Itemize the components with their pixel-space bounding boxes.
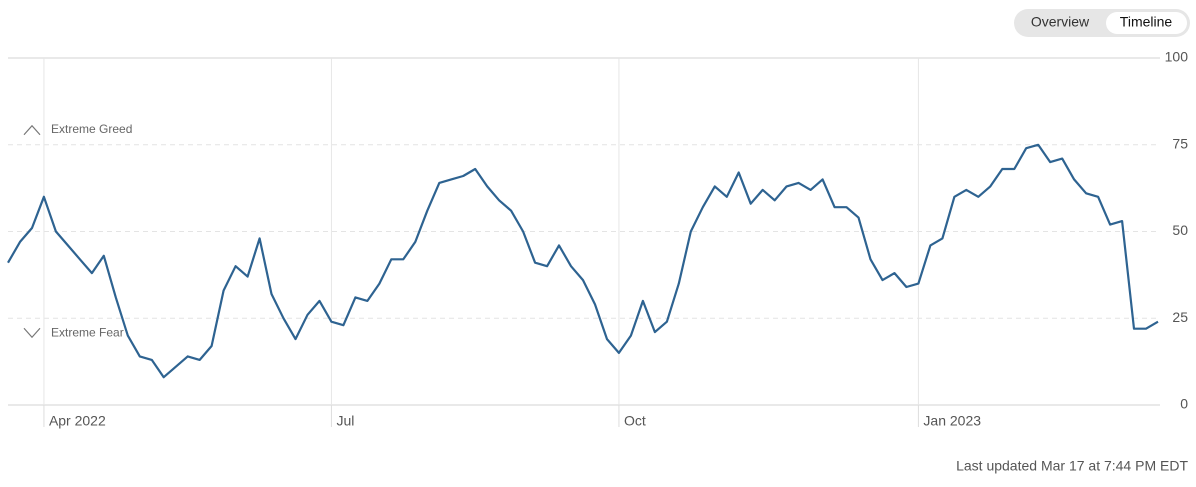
y-tick-label: 75 — [1172, 135, 1188, 151]
footer: Last updated Mar 17 at 7:44 PM EDT — [956, 458, 1188, 474]
tab[interactable]: Timeline — [1120, 14, 1173, 30]
annotation: Extreme Fear — [51, 325, 124, 339]
tab-active-bg — [1106, 12, 1187, 34]
y-tick-label: 50 — [1172, 222, 1188, 238]
line — [7, 143, 1159, 379]
x-tick-label: Apr 2022 — [49, 413, 106, 429]
y-tick-label: 100 — [1165, 49, 1189, 65]
annotation-chevron — [23, 124, 41, 136]
x-tick-label: Oct — [624, 413, 646, 429]
annotation-chevron — [23, 327, 41, 339]
annotation: Extreme Greed — [51, 122, 132, 136]
tab[interactable]: Overview — [1031, 14, 1090, 30]
y-tick-label: 0 — [1180, 396, 1188, 412]
x-tick-label: Jul — [336, 413, 354, 429]
y-tick-label: 25 — [1172, 309, 1188, 325]
x-tick-label: Jan 2023 — [923, 413, 981, 429]
